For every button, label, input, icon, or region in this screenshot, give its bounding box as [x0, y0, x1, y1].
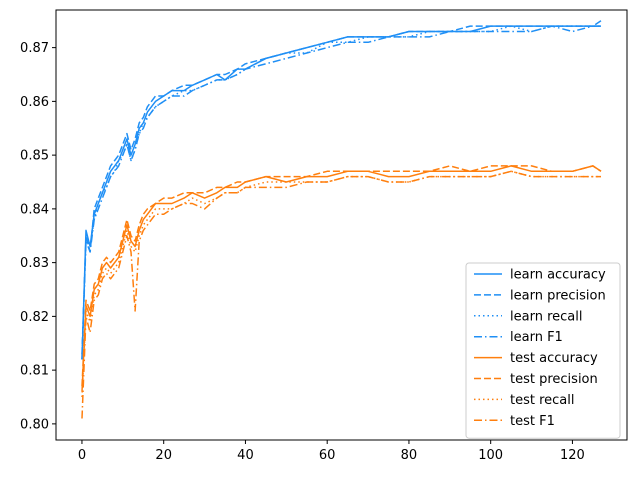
x-tick-label: 120 [560, 448, 585, 463]
series-line-test-f1 [81, 170, 601, 419]
series-line-learn-precision [81, 20, 602, 355]
legend-label-test-f1: test F1 [510, 414, 555, 429]
y-tick-label: 0.87 [20, 41, 49, 56]
x-tick-label: 0 [78, 448, 86, 463]
legend-label-learn-accuracy: learn accuracy [510, 268, 606, 283]
x-axis: 0 20 40 60 80 100 120 [78, 440, 585, 463]
y-tick-label: 0.85 [20, 149, 49, 164]
legend-label-test-recall: test recall [510, 393, 575, 408]
legend-box [465, 262, 621, 439]
y-tick-label: 0.86 [20, 95, 49, 110]
y-tick-label: 0.84 [20, 202, 49, 217]
series-layer [81, 20, 602, 419]
x-tick-label: 60 [319, 448, 336, 463]
legend: learn accuracy learn precision learn recal… [465, 262, 621, 439]
y-tick-label: 0.80 [20, 417, 49, 432]
series-line-test-precision [81, 165, 602, 387]
x-tick-label: 100 [478, 448, 503, 463]
plot-area-frame [55, 9, 628, 441]
x-tick-label: 80 [401, 448, 418, 463]
y-tick-label: 0.82 [20, 310, 49, 325]
y-tick-label: 0.83 [20, 256, 49, 271]
legend-label-learn-recall: learn recall [510, 309, 582, 324]
legend-label-learn-f1: learn F1 [510, 330, 563, 345]
x-tick-label: 40 [237, 448, 254, 463]
y-axis: 0.80 0.81 0.82 0.83 0.84 0.85 0.86 0.87 [20, 41, 56, 432]
legend-label-test-precision: test precision [510, 372, 598, 387]
series-line-test-accuracy [81, 165, 602, 392]
y-tick-label: 0.81 [20, 364, 49, 379]
series-line-learn-f1 [81, 25, 601, 360]
x-tick-label: 20 [155, 448, 172, 463]
legend-label-learn-precision: learn precision [510, 288, 606, 303]
legend-label-test-accuracy: test accuracy [510, 351, 598, 366]
